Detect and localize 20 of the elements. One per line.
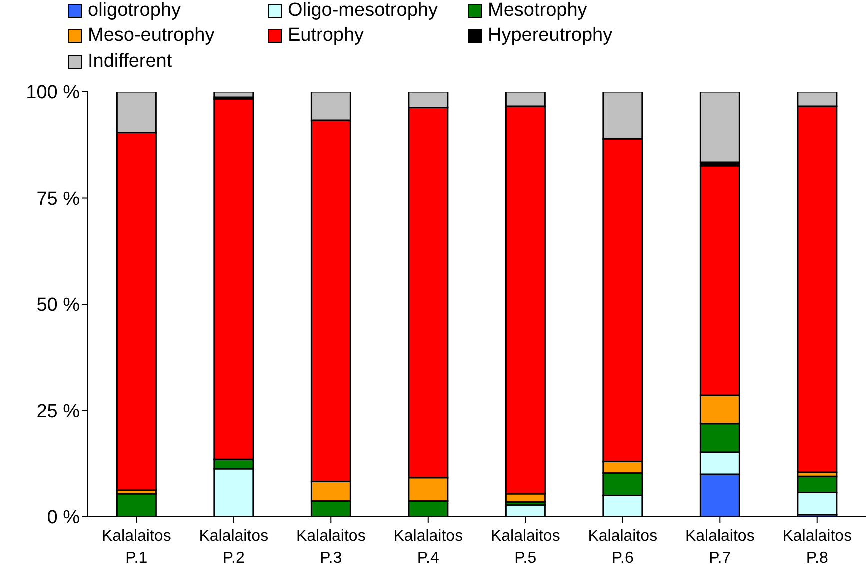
legend-label: Oligo-mesotrophy [288,0,438,22]
legend-label: Eutrophy [288,25,364,48]
x-tick-label: Kalalaitos P.1 [102,528,172,567]
x-tick-label: Kalalaitos P.3 [296,528,366,567]
legend-label: oligotrophy [88,0,181,22]
y-tick-label: 0 % [47,508,80,529]
legend-label: Hypereutrophy [488,25,613,48]
x-tick-label: Kalalaitos P.6 [588,528,658,567]
x-tick-label: Kalalaitos P.7 [685,528,755,567]
y-tick-label: 50 % [36,295,80,316]
y-tick-label: 75 % [36,188,80,210]
x-tick-label: Kalalaitos P.8 [782,528,852,567]
x-tick-label: Kalalaitos P.5 [490,528,560,567]
legend-label: Indifferent [88,50,172,73]
y-tick-label: 100 % [26,82,80,104]
legend-label: Mesotrophy [488,0,588,22]
legend-label: Meso-eutrophy [88,25,215,48]
y-tick-label: 25 % [36,401,80,422]
x-tick-label: Kalalaitos P.4 [394,528,464,567]
x-tick-label: Kalalaitos P.2 [199,528,269,567]
